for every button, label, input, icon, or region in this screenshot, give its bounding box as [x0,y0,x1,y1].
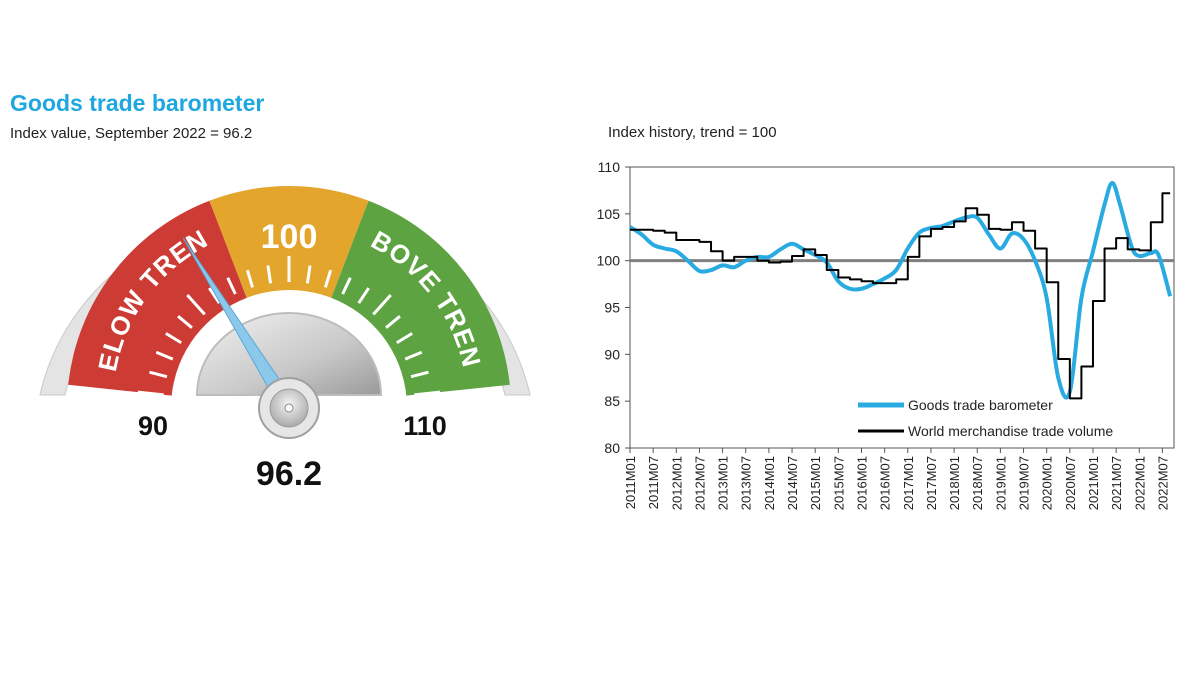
series-world-merchandise-trade-volume [630,192,1171,400]
gauge-tick [357,287,370,304]
gauge-ticks [137,256,441,397]
x-tick-label: 2014M01 [762,456,777,510]
x-tick-label: 2015M07 [831,456,846,510]
x-axis: 2011M01 2011M07 2012M01 2012M07 2013M01 2013M… [623,448,1170,510]
x-tick-label: 2019M07 [1017,456,1032,510]
x-tick-label: 2017M07 [924,456,939,510]
legend-label: Goods trade barometer [908,397,1053,413]
x-tick-label: 2018M01 [947,456,962,510]
x-tick-label: 2018M07 [970,456,985,510]
x-tick-label: 2022M07 [1155,456,1170,510]
y-tick-label: 95 [604,300,620,316]
x-tick-label: 2017M01 [901,456,916,510]
x-tick-label: 2021M07 [1109,456,1124,510]
gauge-tick [372,294,392,316]
barometer-gauge: BELOW TREND ABOVE TREND 100 90 110 96.2 [0,0,531,493]
y-tick-label: 85 [604,393,620,409]
x-tick-label: 2016M07 [878,456,893,510]
gauge-tick [341,277,352,295]
gauge-tick [149,370,168,379]
gauge-tick [410,370,429,379]
gauge-tick [266,265,273,284]
gauge-mid-label: 100 [261,218,318,256]
x-tick-label: 2014M07 [785,456,800,510]
y-tick-label: 110 [598,159,621,175]
gauge-min-label: 90 [138,411,168,441]
page-title: Goods trade barometer [10,90,265,116]
x-tick-label: 2012M07 [692,456,707,510]
gauge-tick [226,277,237,295]
x-tick-label: 2013M07 [739,456,754,510]
x-tick-label: 2021M01 [1086,456,1101,510]
x-tick-label: 2020M07 [1063,456,1078,510]
x-tick-label: 2013M01 [716,456,731,510]
y-tick-label: 80 [604,440,620,456]
y-axis: 80 85 90 95 100 105 110 [597,159,630,456]
y-tick-label: 105 [597,206,621,222]
gauge-tick [414,390,441,397]
x-tick-label: 2011M01 [623,456,638,509]
series-group [628,180,1173,400]
gauge-subtitle: Index value, September 2022 = 96.2 [10,125,253,142]
series-goods-trade-barometer [628,180,1173,400]
y-tick-label: 100 [597,253,621,269]
gauge-tick [177,315,193,329]
gauge-max-label: 110 [403,411,447,441]
gauge-tick [305,265,312,284]
band-below-trend [68,200,247,396]
x-tick-label: 2016M01 [854,456,869,510]
chart-title: Index history, trend = 100 [608,124,777,141]
legend: Goods trade barometer World merchandise t… [858,397,1113,439]
gauge-tick [395,332,413,345]
x-tick-label: 2019M01 [993,456,1008,510]
gauge-tick [155,350,174,361]
x-tick-label: 2012M01 [669,456,684,510]
gauge-hub-center [284,403,294,413]
gauge-tick [186,294,206,316]
x-tick-label: 2015M01 [808,456,823,510]
gauge-bands [68,186,510,396]
gauge-value-label: 96.2 [256,455,322,493]
gauge-tick [137,390,164,397]
gauge-tick [323,269,333,288]
x-tick-label: 2011M07 [646,456,661,509]
legend-label: World merchandise trade volume [908,423,1113,439]
gauge-tick [404,350,423,361]
y-tick-label: 90 [604,346,620,362]
band-above-trend [331,200,510,396]
gauge-tick [208,287,221,304]
plot-area [629,166,1175,449]
x-tick-label: 2020M01 [1040,456,1055,510]
gauge-tick [165,332,183,345]
gauge-tick [385,315,401,329]
band-trend [209,186,369,298]
x-tick-label: 2022M01 [1132,456,1147,510]
gauge-tick [245,269,255,288]
